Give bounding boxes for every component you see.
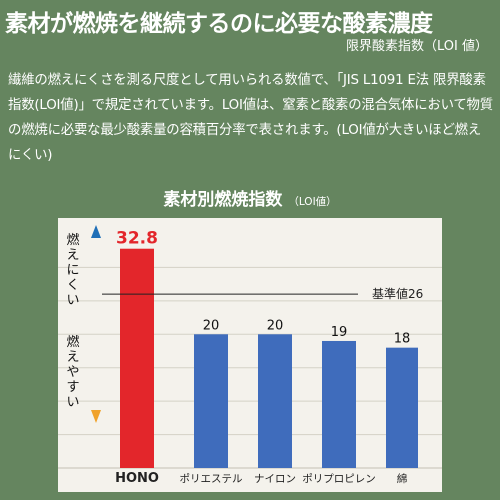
annotation-char: に	[64, 263, 82, 278]
x-tick-label-4: 綿	[397, 472, 408, 485]
page-subtitle: 限界酸素指数（LOI 値）	[346, 35, 488, 54]
reference-line-label: 基準値26	[372, 286, 423, 301]
x-axis-labels: HONO ポリエステル ナイロン ポリプロピレン 綿	[115, 471, 407, 486]
chart-title-text: 素材別燃焼指数	[163, 190, 282, 210]
bar-3	[322, 341, 356, 468]
chart-title-unit: （LOI値）	[288, 196, 336, 208]
annotation-hard-to-burn: 燃えにくい	[64, 233, 82, 308]
annotation-char: 燃	[64, 335, 82, 350]
page-title: 素材が燃焼を継続するのに必要な酸素濃度	[5, 4, 497, 38]
x-tick-label-1: ポリエステル	[180, 473, 243, 485]
description-text: 繊維の燃えにくさを測る尺度として用いられる数値で、「JIS L1091 E法 限…	[8, 68, 494, 168]
chart-title: 素材別燃焼指数 （LOI値）	[0, 185, 500, 210]
annotation-char: え	[64, 350, 82, 365]
x-tick-label-3: ポリプロピレン	[302, 473, 376, 485]
bar-1	[194, 334, 228, 468]
annotation-char: い	[64, 395, 82, 410]
annotation-easy-to-burn: 燃えやすい	[64, 335, 82, 410]
data-label-3: 19	[331, 325, 348, 340]
bar-0	[120, 249, 154, 468]
bar-chart: 基準値26 32.8 20 20 19 18 HONO ポリエステル ナイロン ポリプロピレン…	[58, 218, 442, 492]
annotation-char: や	[64, 365, 82, 380]
annotation-char: い	[64, 293, 82, 308]
annotation-char: え	[64, 248, 82, 263]
data-label-2: 20	[267, 318, 284, 333]
annotation-char: く	[64, 278, 82, 293]
annotation-char: 燃	[64, 233, 82, 248]
bar-2	[258, 334, 292, 468]
x-tick-label-2: ナイロン	[254, 473, 296, 485]
data-label-0: 32.8	[116, 229, 158, 249]
data-label-4: 18	[394, 332, 411, 347]
plot-area	[58, 218, 442, 492]
annotation-char: す	[64, 380, 82, 395]
data-label-1: 20	[203, 318, 220, 333]
bar-4	[386, 348, 418, 468]
x-tick-label-0: HONO	[115, 471, 159, 486]
